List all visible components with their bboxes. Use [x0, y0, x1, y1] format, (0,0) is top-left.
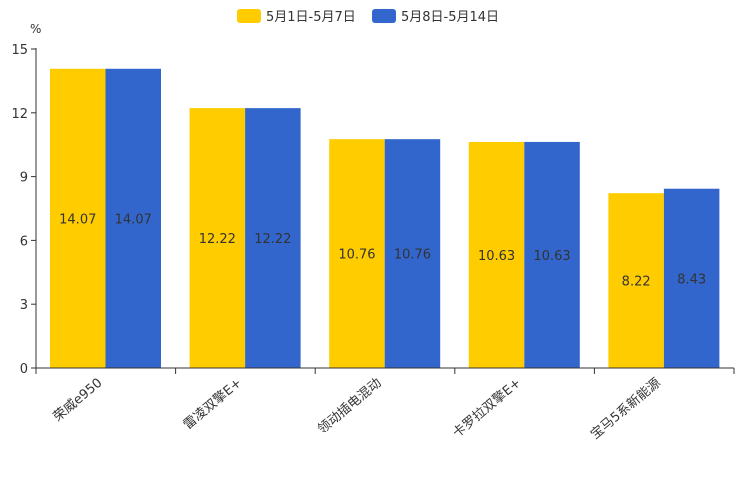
bar [663, 188, 720, 368]
bar [384, 139, 441, 368]
y-tick-label: 15 [11, 43, 28, 58]
legend-swatch-1 [237, 9, 261, 23]
data-label: 10.63 [533, 249, 570, 264]
y-tick-label: 12 [11, 107, 28, 122]
data-label: 8.43 [677, 272, 706, 287]
legend: 5月1日-5月7日 5月8日-5月14日 [237, 9, 499, 25]
data-label: 10.63 [478, 249, 515, 264]
y-axis: 0 3 6 9 12 15 [11, 43, 37, 377]
bar [105, 68, 161, 368]
y-tick-label: 6 [20, 234, 28, 249]
bar [468, 141, 525, 368]
x-category-label: 雷凌双擎E+ [181, 376, 245, 433]
bar [245, 108, 301, 368]
data-label: 12.22 [199, 232, 236, 247]
data-label: 12.22 [254, 232, 291, 247]
x-category-label: 荣威e950 [51, 376, 106, 425]
legend-label-1: 5月1日-5月7日 [266, 10, 356, 25]
data-label: 14.07 [115, 212, 152, 227]
y-tick-label: 0 [20, 362, 28, 377]
bars: 14.07 14.07 12.22 12.22 10.76 10.76 10.63 10.63… [50, 68, 720, 368]
data-label: 10.76 [338, 248, 375, 263]
legend-label-2: 5月8日-5月14日 [401, 10, 499, 25]
x-category-label: 领动插电混动 [315, 376, 384, 438]
bar [524, 141, 580, 368]
legend-swatch-2 [372, 9, 396, 23]
x-category-label: 卡罗拉双擎E+ [450, 376, 524, 442]
x-axis: 荣威e950 雷凌双擎E+ 领动插电混动 卡罗拉双擎E+ 宝马5系新能源 [35, 367, 735, 443]
y-axis-unit: % [30, 22, 41, 36]
bar [50, 68, 106, 368]
bar [329, 139, 385, 368]
data-label: 14.07 [59, 212, 96, 227]
bar [608, 193, 664, 368]
data-label: 10.76 [394, 248, 431, 263]
bar [189, 108, 246, 368]
data-label: 8.22 [622, 275, 651, 290]
y-tick-label: 3 [20, 298, 28, 313]
x-category-label: 宝马5系新能源 [587, 375, 663, 443]
y-tick-label: 9 [20, 171, 28, 186]
